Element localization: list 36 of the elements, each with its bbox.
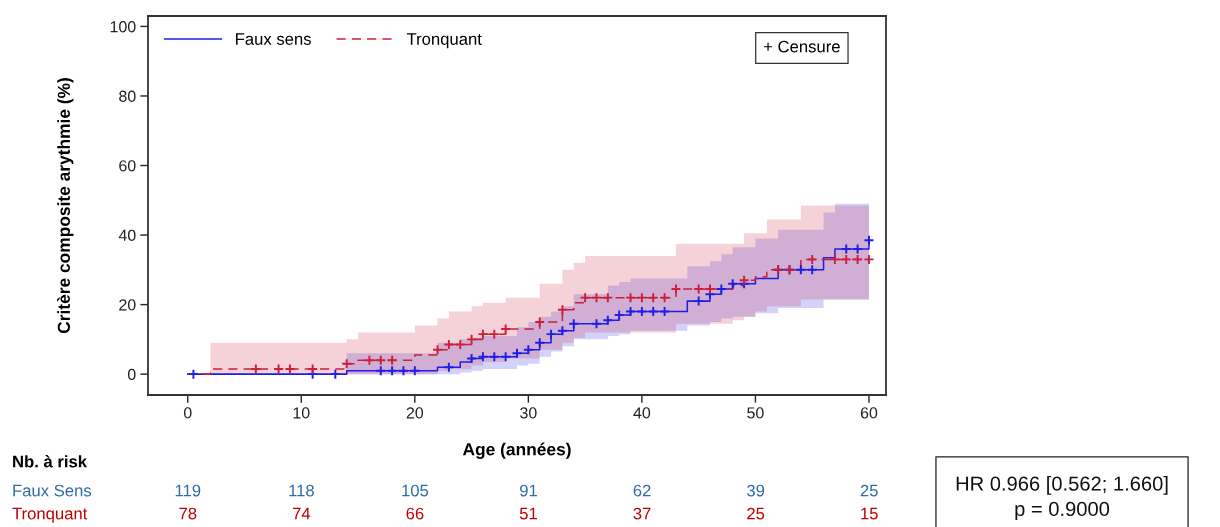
x-tick-label: 10 — [293, 407, 310, 419]
y-tick-label: 100 — [110, 21, 136, 33]
text: Nb. à risk — [13, 455, 88, 468]
y-tick-label: 80 — [119, 90, 136, 102]
text: HR 0.966 [0.562; 1.660] p = 0.9000 — [956, 475, 1168, 521]
x-tick-label: 40 — [633, 407, 651, 419]
text: 74 — [292, 507, 311, 520]
text: 15 — [861, 507, 878, 520]
text: 25 — [860, 484, 878, 497]
text: 119 — [175, 484, 201, 497]
y-tick-label: 0 — [127, 368, 136, 381]
text: 91 — [520, 484, 537, 497]
text: 51 — [519, 507, 537, 520]
x-tick-label: 0 — [183, 407, 192, 419]
legend-label: Tronquant — [406, 33, 482, 49]
text: Faux Sens — [13, 484, 92, 497]
y-tick-label: 20 — [119, 299, 136, 311]
x-tick-label: 20 — [406, 407, 424, 419]
x-tick-label: 60 — [860, 407, 878, 419]
y-axis-title: Critère composite arythmie (%) — [57, 78, 74, 334]
text: 37 — [633, 507, 651, 520]
y-tick-label: 60 — [119, 160, 136, 172]
y-tick-label: 40 — [118, 229, 136, 241]
text: 66 — [406, 507, 424, 520]
legend-label: Faux sens — [236, 33, 311, 45]
text: Tronquant — [12, 507, 88, 523]
annotation: + Censure — [764, 40, 840, 53]
text: 25 — [747, 507, 765, 520]
text: 62 — [633, 484, 651, 497]
text: 39 — [747, 484, 765, 497]
x-tick-label: 30 — [520, 407, 537, 419]
x-axis-title: Age (années) — [462, 442, 571, 459]
text: 105 — [402, 484, 429, 497]
x-tick-label: 50 — [747, 407, 764, 419]
text: 78 — [179, 507, 197, 520]
text: 118 — [289, 484, 314, 497]
